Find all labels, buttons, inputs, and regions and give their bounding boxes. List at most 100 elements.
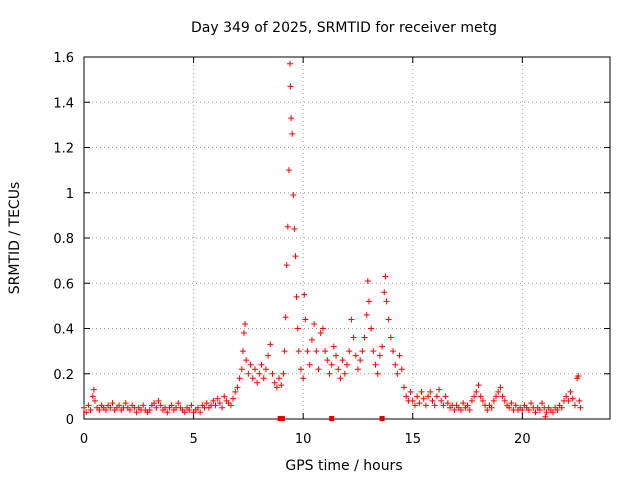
- data-point: [146, 406, 153, 413]
- data-point: [122, 400, 129, 407]
- data-point: [219, 404, 226, 411]
- data-point: [297, 366, 304, 373]
- data-point: [267, 341, 274, 348]
- y-tick-label: 1: [66, 187, 74, 202]
- data-point: [528, 400, 535, 407]
- data-point: [468, 397, 475, 404]
- y-tick-label: 0: [66, 413, 74, 428]
- data-point: [409, 397, 416, 404]
- data-point: [427, 388, 434, 395]
- data-point: [96, 406, 103, 413]
- data-point: [243, 357, 250, 364]
- data-point: [381, 289, 388, 296]
- y-tick-label: 0.6: [53, 277, 74, 292]
- data-point: [256, 370, 263, 377]
- data-point: [379, 343, 386, 350]
- data-point: [554, 406, 561, 413]
- data-point: [239, 348, 246, 355]
- data-point: [273, 384, 280, 391]
- data-point: [563, 393, 570, 400]
- data-point: [370, 348, 377, 355]
- data-point: [175, 400, 182, 407]
- data-point: [339, 357, 346, 364]
- data-point: [488, 404, 495, 411]
- data-point: [287, 83, 294, 90]
- data-point: [221, 393, 228, 400]
- data-point: [212, 402, 219, 409]
- data-point: [151, 400, 158, 407]
- data-point: [438, 397, 445, 404]
- data-point: [359, 348, 366, 355]
- data-point: [422, 402, 429, 409]
- x-axis-label: GPS time / hours: [285, 458, 402, 474]
- data-point: [89, 393, 96, 400]
- data-point: [232, 388, 239, 395]
- axis-marker: [329, 416, 335, 421]
- data-point: [575, 373, 582, 380]
- data-point: [418, 388, 425, 395]
- data-point: [567, 388, 574, 395]
- data-point: [333, 352, 340, 359]
- data-point: [425, 393, 432, 400]
- data-point: [346, 348, 353, 355]
- data-point: [289, 130, 296, 137]
- data-point: [140, 402, 147, 409]
- data-point: [429, 397, 436, 404]
- data-point: [420, 395, 427, 402]
- y-axis-label: SRMTID / TECUs: [7, 182, 23, 295]
- data-point: [85, 402, 92, 409]
- data-point: [238, 366, 245, 373]
- data-point: [315, 366, 322, 373]
- data-point: [390, 348, 397, 355]
- data-point: [431, 402, 438, 409]
- data-point: [247, 361, 254, 368]
- data-point: [344, 361, 350, 368]
- data-point: [577, 404, 584, 411]
- data-point: [258, 361, 265, 368]
- data-point: [326, 370, 333, 377]
- y-tick-label: 0.8: [53, 232, 74, 247]
- data-point: [499, 393, 506, 400]
- data-point: [484, 406, 491, 413]
- data-point: [230, 395, 237, 402]
- data-point: [87, 406, 94, 413]
- data-point: [475, 382, 482, 389]
- data-point: [278, 382, 285, 389]
- x-tick-label: 0: [80, 432, 88, 447]
- data-point: [436, 386, 443, 393]
- data-point: [240, 330, 247, 337]
- data-point: [354, 366, 361, 373]
- data-point: [337, 375, 344, 382]
- data-point: [81, 404, 87, 411]
- data-point: [194, 404, 201, 411]
- data-point: [519, 406, 526, 413]
- data-point: [292, 253, 299, 260]
- data-point: [322, 348, 329, 355]
- data-point: [525, 406, 532, 413]
- data-point: [265, 352, 272, 359]
- data-point: [324, 357, 331, 364]
- data-point: [466, 406, 473, 413]
- data-point: [576, 397, 583, 404]
- chart-title: Day 349 of 2025, SRMTID for receiver met…: [191, 20, 497, 36]
- y-tick-label: 1.4: [53, 96, 74, 111]
- data-point: [269, 370, 276, 377]
- x-tick-label: 20: [514, 432, 531, 447]
- data-point: [203, 400, 210, 407]
- data-point: [319, 325, 326, 332]
- grid-lines: [84, 57, 610, 419]
- data-point: [400, 384, 407, 391]
- data-point: [363, 311, 370, 318]
- data-point: [565, 397, 572, 404]
- data-point: [157, 402, 164, 409]
- axis-marker: [379, 416, 385, 421]
- data-point: [107, 404, 114, 411]
- data-point: [387, 334, 394, 341]
- data-point: [181, 409, 188, 416]
- data-point: [90, 386, 97, 393]
- data-point: [497, 384, 504, 391]
- data-point: [433, 393, 440, 400]
- data-point: [260, 375, 267, 382]
- data-point: [376, 352, 383, 359]
